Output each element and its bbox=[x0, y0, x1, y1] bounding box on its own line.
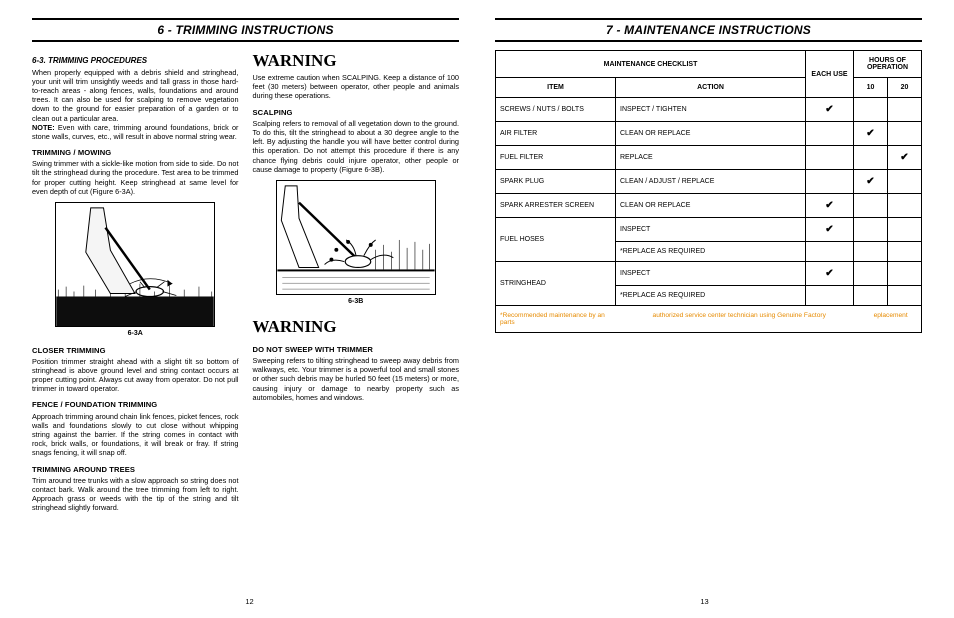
col-left-2: WARNING Use extreme caution when SCALPIN… bbox=[253, 50, 460, 512]
cell-check: ✔ bbox=[854, 170, 888, 194]
para: Scalping refers to removal of all vegeta… bbox=[253, 119, 460, 174]
page-number-right: 13 bbox=[700, 597, 708, 606]
table-footnote-row: *Recommended maintenance by an authorize… bbox=[496, 306, 922, 333]
section-title-right: 7 - MAINTENANCE INSTRUCTIONS bbox=[495, 18, 922, 42]
table-row: SPARK ARRESTER SCREENCLEAN OR REPLACE✔ bbox=[496, 194, 922, 218]
para: Swing trimmer with a sickle-like motion … bbox=[32, 159, 239, 195]
footnote-b: authorized service center technician usi… bbox=[653, 312, 826, 319]
cell-check bbox=[854, 218, 888, 242]
cell-item: FUEL FILTER bbox=[496, 146, 616, 170]
para: Trim around tree trunks with a slow appr… bbox=[32, 476, 239, 512]
cell-item: STRINGHEAD bbox=[496, 262, 616, 306]
footnote-cell: *Recommended maintenance by an authorize… bbox=[496, 306, 922, 333]
para-note: NOTE: Even with care, trimming around fo… bbox=[32, 123, 239, 141]
heading-trees: TRIMMING AROUND TREES bbox=[32, 465, 239, 474]
cell-check bbox=[888, 218, 922, 242]
cell-action: INSPECT bbox=[616, 262, 806, 286]
warning-heading-1: WARNING bbox=[253, 50, 460, 71]
table-row: FUEL HOSESINSPECT✔ bbox=[496, 218, 922, 242]
cell-check bbox=[888, 98, 922, 122]
table-row: SPARK PLUGCLEAN / ADJUST / REPLACE ✔ bbox=[496, 170, 922, 194]
cell-check bbox=[854, 286, 888, 306]
para: Sweeping refers to tilting stringhead to… bbox=[253, 356, 460, 402]
section-title-left: 6 - TRIMMING INSTRUCTIONS bbox=[32, 18, 459, 42]
th-hours: HOURS OF OPERATION bbox=[854, 51, 922, 78]
footnote-a: *Recommended maintenance by an bbox=[500, 312, 605, 319]
cell-check: ✔ bbox=[806, 194, 854, 218]
cell-check: ✔ bbox=[806, 218, 854, 242]
cell-item: SPARK ARRESTER SCREEN bbox=[496, 194, 616, 218]
cell-item: SCREWS / NUTS / BOLTS bbox=[496, 98, 616, 122]
cell-check bbox=[806, 122, 854, 146]
cell-action: *REPLACE AS REQUIRED bbox=[616, 286, 806, 306]
cell-check: ✔ bbox=[806, 262, 854, 286]
th-checklist: MAINTENANCE CHECKLIST bbox=[496, 51, 806, 78]
cell-check bbox=[806, 286, 854, 306]
figure-6-3a bbox=[55, 202, 215, 327]
cell-check bbox=[854, 262, 888, 286]
table-row: FUEL FILTERREPLACE ✔ bbox=[496, 146, 922, 170]
maintenance-table: MAINTENANCE CHECKLIST EACH USE HOURS OF … bbox=[495, 50, 922, 333]
cell-check: ✔ bbox=[806, 98, 854, 122]
cell-action: INSPECT bbox=[616, 218, 806, 242]
th-20: 20 bbox=[888, 78, 922, 98]
page-left: 6 - TRIMMING INSTRUCTIONS 6-3. TRIMMING … bbox=[22, 18, 477, 604]
para: Position trimmer straight ahead with a s… bbox=[32, 357, 239, 393]
col-left-1: 6-3. TRIMMING PROCEDURES When properly e… bbox=[32, 50, 239, 512]
page-number-left: 12 bbox=[245, 597, 253, 606]
two-col-left: 6-3. TRIMMING PROCEDURES When properly e… bbox=[32, 50, 459, 512]
table-row: MAINTENANCE CHECKLIST EACH USE HOURS OF … bbox=[496, 51, 922, 78]
th-each-use: EACH USE bbox=[806, 51, 854, 98]
note-label: NOTE: bbox=[32, 123, 55, 132]
table-row: AIR FILTERCLEAN OR REPLACE ✔ bbox=[496, 122, 922, 146]
caption-6-3a: 6-3A bbox=[32, 330, 239, 339]
para: When properly equipped with a debris shi… bbox=[32, 68, 239, 123]
cell-check bbox=[888, 242, 922, 262]
cell-check bbox=[888, 122, 922, 146]
heading-scalping: SCALPING bbox=[253, 108, 460, 117]
cell-check bbox=[854, 146, 888, 170]
cell-check bbox=[806, 170, 854, 194]
cell-item: AIR FILTER bbox=[496, 122, 616, 146]
cell-item: SPARK PLUG bbox=[496, 170, 616, 194]
cell-action: CLEAN OR REPLACE bbox=[616, 122, 806, 146]
para: Use extreme caution when SCALPING. Keep … bbox=[253, 73, 460, 100]
heading-closer: CLOSER TRIMMING bbox=[32, 346, 239, 355]
cell-check bbox=[806, 242, 854, 262]
cell-check bbox=[888, 170, 922, 194]
cell-action: REPLACE bbox=[616, 146, 806, 170]
cell-action: CLEAN / ADJUST / REPLACE bbox=[616, 170, 806, 194]
page-right: 7 - MAINTENANCE INSTRUCTIONS MAINTENANCE… bbox=[477, 18, 932, 604]
figure-6-3b bbox=[276, 180, 436, 295]
heading-fence: FENCE / FOUNDATION TRIMMING bbox=[32, 400, 239, 409]
table-row: ITEM ACTION 10 20 bbox=[496, 78, 922, 98]
cell-check bbox=[806, 146, 854, 170]
cell-action: CLEAN OR REPLACE bbox=[616, 194, 806, 218]
th-item: ITEM bbox=[496, 78, 616, 98]
caption-6-3b: 6-3B bbox=[253, 298, 460, 307]
th-action: ACTION bbox=[616, 78, 806, 98]
warning-heading-2: WARNING bbox=[253, 316, 460, 337]
trimmer-sketch-icon bbox=[56, 203, 214, 326]
heading-sweep: DO NOT SWEEP WITH TRIMMER bbox=[253, 345, 460, 354]
para: Approach trimming around chain link fenc… bbox=[32, 412, 239, 458]
cell-check bbox=[888, 262, 922, 286]
table-row: STRINGHEADINSPECT✔ bbox=[496, 262, 922, 286]
cell-check: ✔ bbox=[854, 122, 888, 146]
heading-procedures: 6-3. TRIMMING PROCEDURES bbox=[32, 56, 239, 66]
scalping-sketch-icon bbox=[277, 181, 435, 294]
cell-action: INSPECT / TIGHTEN bbox=[616, 98, 806, 122]
note-text: Even with care, trimming around foundati… bbox=[32, 123, 239, 141]
cell-check bbox=[854, 98, 888, 122]
cell-check bbox=[888, 194, 922, 218]
cell-check bbox=[854, 194, 888, 218]
cell-item: FUEL HOSES bbox=[496, 218, 616, 262]
cell-action: *REPLACE AS REQUIRED bbox=[616, 242, 806, 262]
cell-check: ✔ bbox=[888, 146, 922, 170]
heading-mowing: TRIMMING / MOWING bbox=[32, 148, 239, 157]
th-10: 10 bbox=[854, 78, 888, 98]
cell-check bbox=[888, 286, 922, 306]
cell-check bbox=[854, 242, 888, 262]
table-row: SCREWS / NUTS / BOLTSINSPECT / TIGHTEN✔ bbox=[496, 98, 922, 122]
